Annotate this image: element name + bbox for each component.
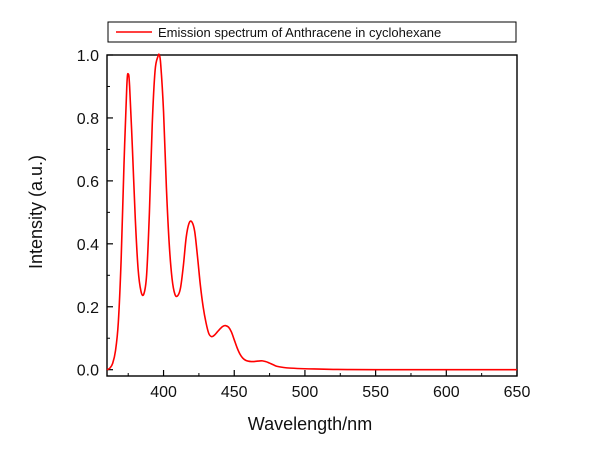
x-tick-label: 500 [292,384,319,401]
legend: Emission spectrum of Anthracene in cyclo… [107,21,517,43]
y-tick-label: 0.6 [77,174,99,191]
y-tick-label: 0.8 [77,111,99,128]
plot-frame [106,54,518,377]
legend-box [107,21,517,43]
y-tick-label: 0.0 [77,363,99,380]
ticks: 400 450 500 550 600 650 0.0 0.2 0.4 0.6 0.8 1.0 [77,48,531,401]
x-tick-label: 550 [362,384,389,401]
y-tick-label: 0.4 [77,237,99,254]
legend-label: Emission spectrum of Anthracene in cyclo… [158,25,441,40]
plot-area [106,54,518,377]
x-tick-label: 450 [221,384,248,401]
x-axis-title: Wavelength/nm [248,414,372,434]
y-tick-label: 1.0 [77,48,99,65]
series-line [106,53,517,371]
x-tick-label: 650 [504,384,531,401]
series-layer [106,53,517,371]
y-axis-title: Intensity (a.u.) [26,155,46,269]
x-tick-label: 600 [433,384,460,401]
x-tick-label: 400 [150,384,177,401]
y-tick-label: 0.2 [77,300,99,317]
